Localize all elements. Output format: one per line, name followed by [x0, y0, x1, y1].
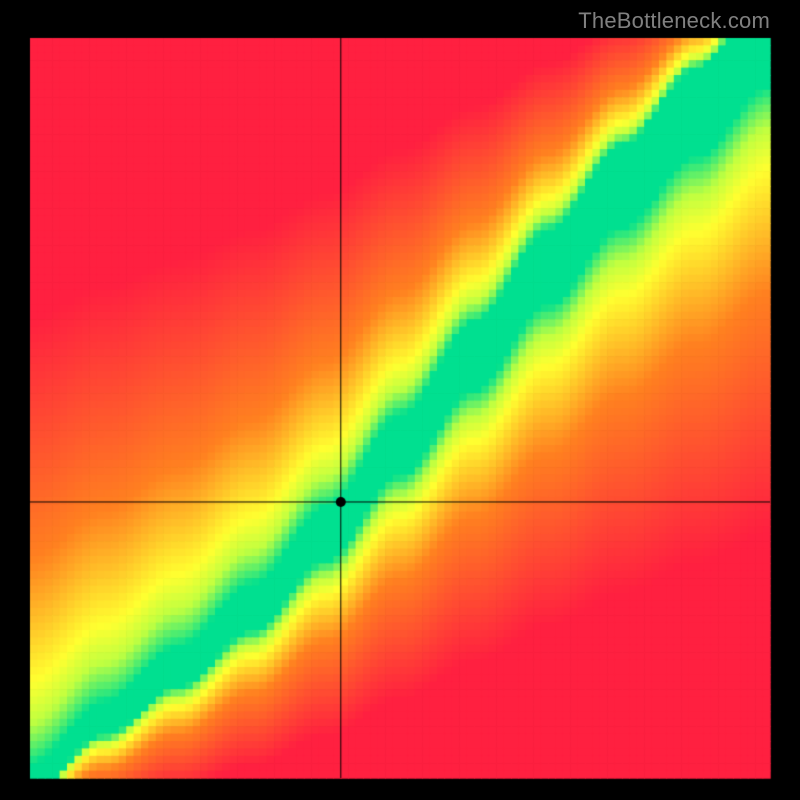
chart-container: { "watermark": "TheBottleneck.com", "can…	[0, 0, 800, 800]
bottleneck-heatmap-chart	[0, 0, 800, 800]
watermark-text: TheBottleneck.com	[578, 8, 770, 34]
